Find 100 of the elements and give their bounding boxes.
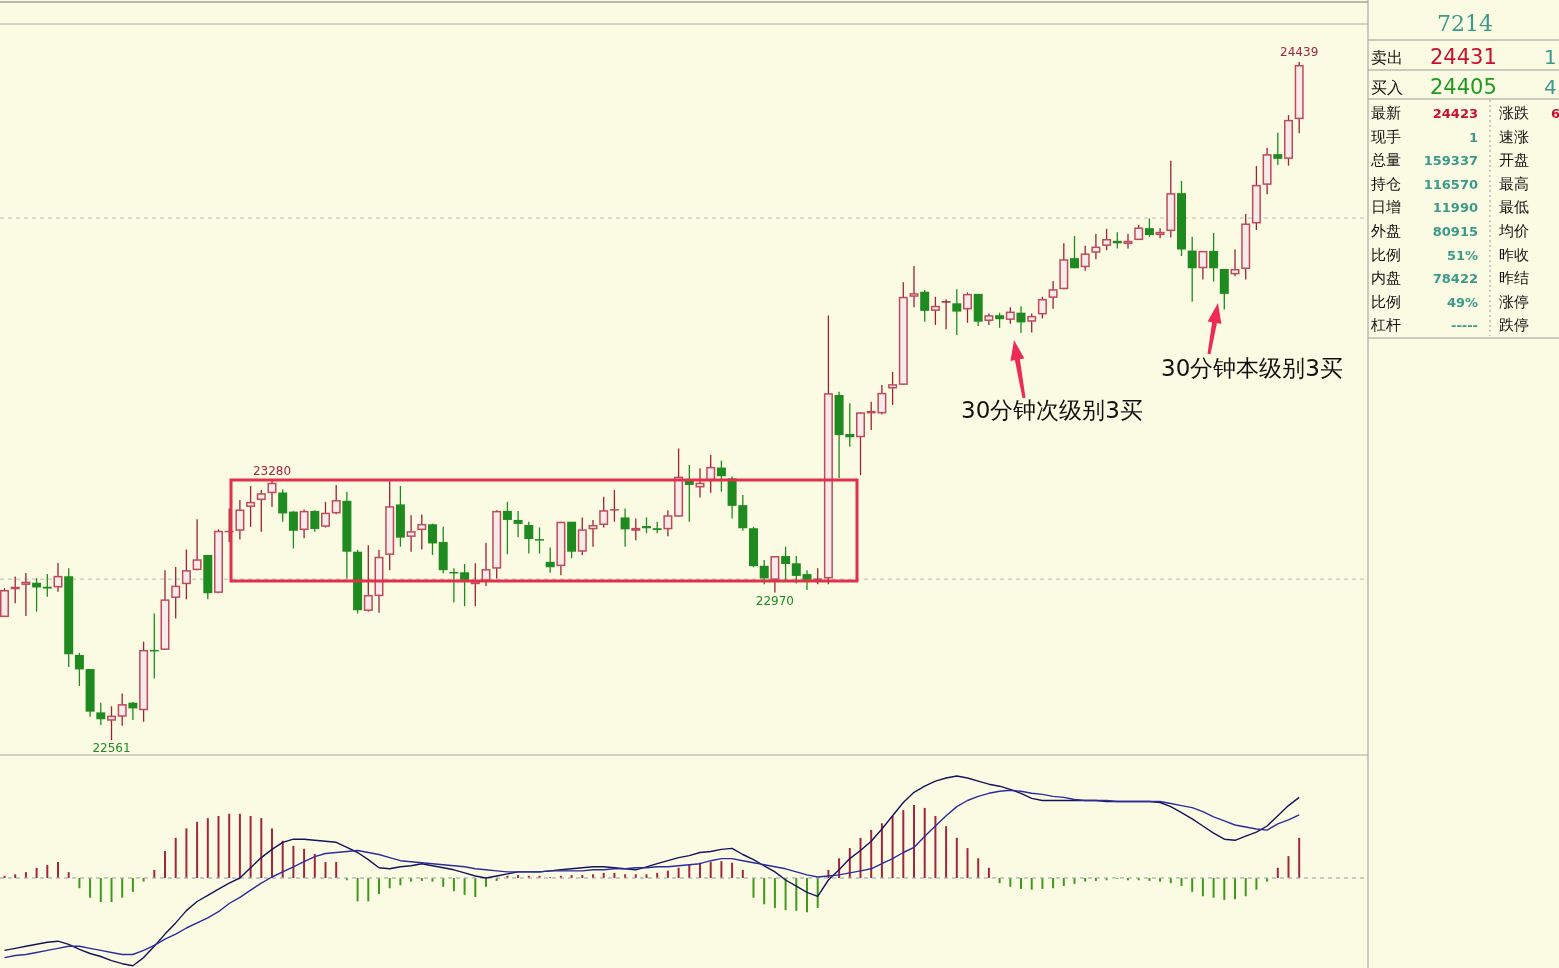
candlestick xyxy=(331,484,341,515)
bar xyxy=(196,821,199,878)
candlestick xyxy=(770,555,780,594)
bar xyxy=(870,829,873,878)
candlestick xyxy=(246,485,256,528)
bar xyxy=(581,875,584,878)
text: 1 xyxy=(1468,129,1478,145)
bar xyxy=(121,878,124,898)
text: 外盘 xyxy=(1371,222,1401,240)
text: 1 xyxy=(1544,45,1557,69)
text: 24423 xyxy=(1432,106,1478,121)
text: 现手 xyxy=(1371,127,1401,146)
bar xyxy=(966,848,969,878)
candlestick xyxy=(1209,232,1219,283)
text: 昨结 xyxy=(1499,269,1529,288)
bar xyxy=(367,878,370,902)
text: 4 xyxy=(1544,75,1557,99)
bar xyxy=(313,853,316,878)
text: 持仓 xyxy=(1371,174,1401,193)
bar xyxy=(859,837,862,878)
bar xyxy=(945,826,948,878)
bar xyxy=(46,864,49,878)
candlestick xyxy=(1273,132,1283,166)
bar xyxy=(249,815,252,878)
candlestick xyxy=(599,496,609,529)
candlestick xyxy=(1230,248,1240,277)
text: 80915 xyxy=(1432,224,1478,239)
text: 比例 xyxy=(1371,245,1401,264)
text: ----- xyxy=(1451,318,1478,334)
bar xyxy=(14,874,17,878)
bar xyxy=(902,810,905,878)
candlestick xyxy=(535,526,544,555)
candlestick xyxy=(299,508,309,539)
candlestick xyxy=(577,516,587,556)
candlestick xyxy=(695,467,705,499)
text: 内盘 xyxy=(1371,269,1401,288)
text: 总量 xyxy=(1370,151,1401,170)
bar xyxy=(378,878,380,895)
candlestick xyxy=(759,559,769,585)
text: 均价 xyxy=(1498,222,1529,240)
bar xyxy=(67,872,70,878)
bar xyxy=(99,878,102,903)
candlestick xyxy=(417,513,427,551)
candlestick xyxy=(428,522,437,556)
bar xyxy=(238,813,241,878)
bar xyxy=(806,878,808,913)
text: 日增 xyxy=(1371,198,1401,217)
candlestick xyxy=(609,489,619,523)
text: 开盘 xyxy=(1499,151,1529,170)
candlestick xyxy=(524,521,534,555)
annotation: 23280 xyxy=(252,463,292,478)
candlestick xyxy=(631,517,641,541)
candlestick xyxy=(1123,233,1133,250)
bar xyxy=(78,878,81,889)
bar xyxy=(303,848,306,878)
bar xyxy=(602,872,605,878)
bar xyxy=(324,861,327,878)
bar xyxy=(388,878,391,889)
candlestick xyxy=(920,289,930,323)
bar xyxy=(452,878,455,892)
candlestick xyxy=(1155,227,1165,239)
bar xyxy=(228,813,231,878)
text: 7214 xyxy=(1437,11,1493,36)
bar xyxy=(613,872,616,878)
bar xyxy=(1084,878,1087,882)
bar xyxy=(356,878,359,902)
candlestick xyxy=(460,563,470,607)
bar xyxy=(1052,878,1055,889)
bar xyxy=(752,878,755,898)
candlestick xyxy=(74,652,84,687)
text: 昨收 xyxy=(1499,245,1529,264)
bar xyxy=(784,878,787,911)
candlestick xyxy=(620,507,630,548)
candlestick xyxy=(481,542,491,587)
candlestick xyxy=(1198,250,1208,281)
bar xyxy=(677,867,680,878)
annotation: 30分钟次级别3买 xyxy=(961,397,1143,423)
text: 涨跌 xyxy=(1499,104,1529,122)
bar xyxy=(260,818,263,878)
bar xyxy=(720,861,723,878)
bar xyxy=(217,815,220,878)
bar xyxy=(174,837,177,878)
candlestick xyxy=(502,501,512,555)
bar xyxy=(1244,878,1247,897)
candlestick xyxy=(288,510,298,550)
bar xyxy=(271,828,273,878)
text: 最高 xyxy=(1499,174,1529,193)
text: 49% xyxy=(1446,294,1478,310)
bar xyxy=(1180,878,1183,887)
bar xyxy=(1062,878,1065,887)
candlestick xyxy=(952,288,962,336)
candlestick xyxy=(1070,235,1079,269)
bar xyxy=(335,861,338,878)
bar xyxy=(1287,856,1290,878)
bar xyxy=(731,862,734,878)
text: 最低 xyxy=(1499,198,1529,217)
text: 78422 xyxy=(1432,271,1478,287)
bar xyxy=(987,867,990,878)
candlestick xyxy=(107,705,116,741)
text: 51% xyxy=(1446,247,1478,263)
